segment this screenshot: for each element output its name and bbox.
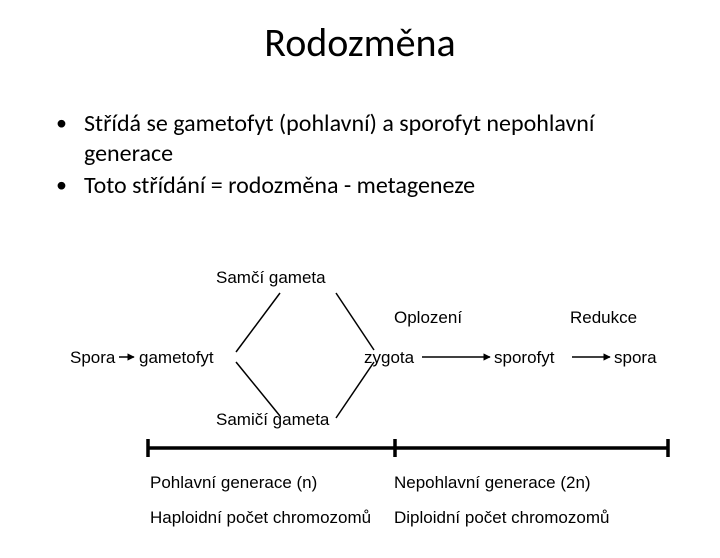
bullet-list: • Střídá se gametofyt (pohlavní) a sporo… <box>56 109 680 201</box>
diagram-label-gameto: gametofyt <box>139 348 214 368</box>
diagram-label-hapl: Haploidní počet chromozomů <box>150 508 371 528</box>
bullet-dot: • <box>56 109 84 169</box>
bullet-item: • Toto střídání = rodozměna - metageneze <box>56 171 680 201</box>
diagram-edge <box>336 293 374 350</box>
diagram-edge <box>236 362 280 416</box>
diagram-label-spora2: spora <box>614 348 657 368</box>
diagram-label-spora: Spora <box>70 348 115 368</box>
lifecycle-diagram <box>0 18 720 558</box>
diagram-label-samici: Samičí gameta <box>216 410 329 430</box>
bullet-item: • Střídá se gametofyt (pohlavní) a sporo… <box>56 109 680 169</box>
diagram-label-oplozeni: Oplození <box>394 308 462 328</box>
diagram-edge <box>236 293 280 352</box>
diagram-label-sporofyt: sporofyt <box>494 348 554 368</box>
bullet-dot: • <box>56 171 84 201</box>
bullet-text: Střídá se gametofyt (pohlavní) a sporofy… <box>84 109 680 169</box>
diagram-edge <box>336 362 374 418</box>
diagram-label-samci: Samčí gameta <box>216 268 326 288</box>
diagram-label-pohl: Pohlavní generace (n) <box>150 473 317 493</box>
diagram-label-dipl: Diploidní počet chromozomů <box>394 508 609 528</box>
bullet-text: Toto střídání = rodozměna - metageneze <box>84 171 680 201</box>
diagram-label-nepohl: Nepohlavní generace (2n) <box>394 473 591 493</box>
diagram-label-zygota: zygota <box>364 348 414 368</box>
diagram-label-redukce: Redukce <box>570 308 637 328</box>
page-title: Rodozměna <box>0 18 720 67</box>
